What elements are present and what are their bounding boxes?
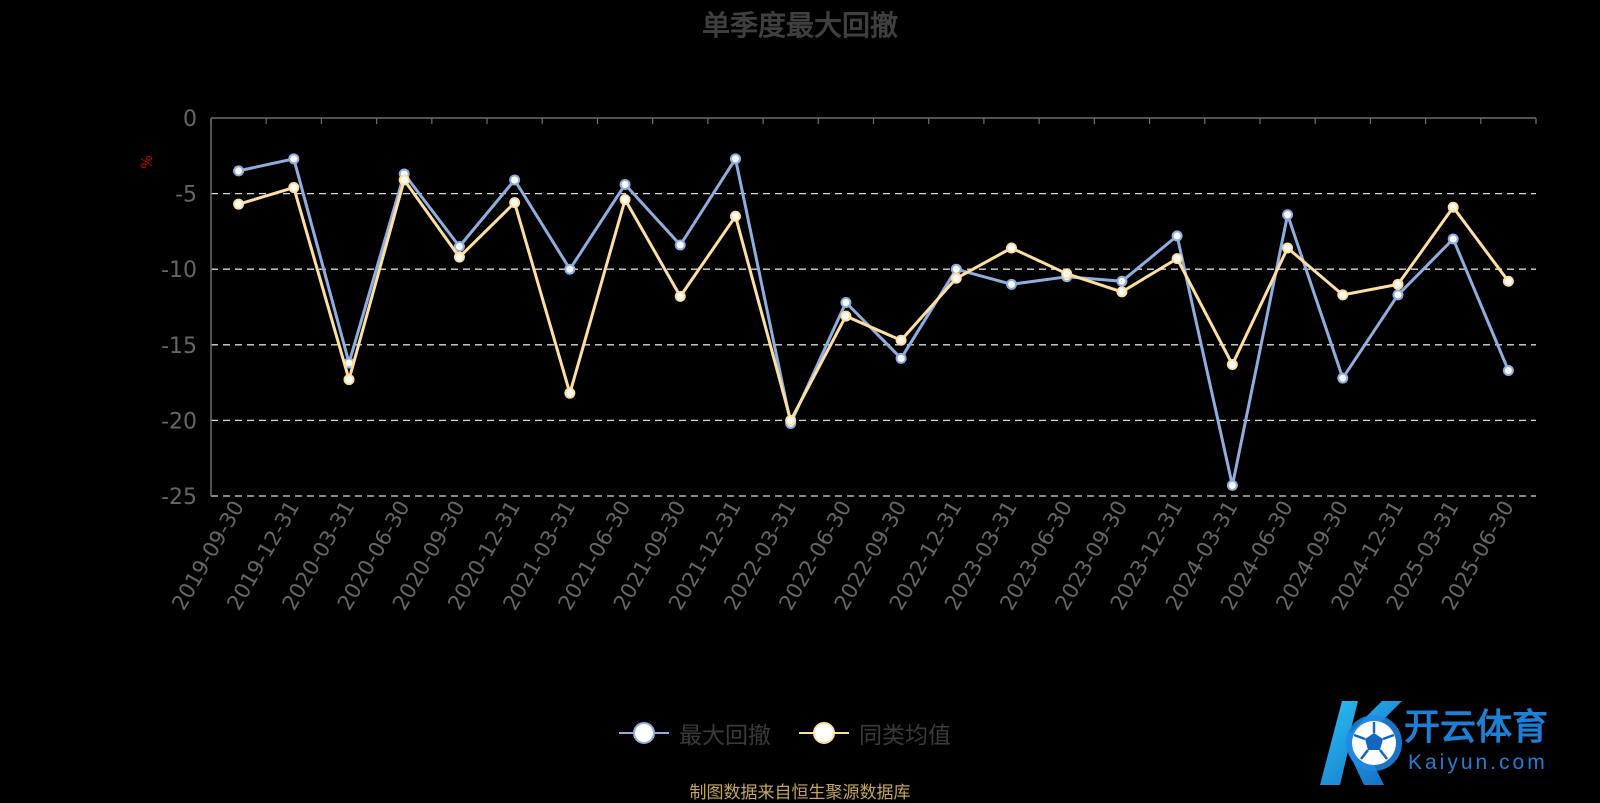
data-point-series-2 bbox=[1337, 289, 1349, 301]
data-point-series-1 bbox=[950, 263, 962, 275]
data-point-series-2 bbox=[1061, 268, 1073, 280]
data-point-series-2 bbox=[1116, 286, 1128, 298]
data-point-series-1 bbox=[895, 352, 907, 364]
data-point-series-2 bbox=[1282, 242, 1294, 254]
legend-item-series-2[interactable]: 同类均值 bbox=[799, 716, 951, 750]
data-point-series-2 bbox=[1502, 275, 1514, 287]
data-point-series-2 bbox=[950, 272, 962, 284]
chart-title: 单季度最大回撤 bbox=[701, 9, 898, 42]
y-tick-label: 0 bbox=[183, 107, 197, 132]
y-axis-unit: % bbox=[138, 155, 156, 169]
data-point-series-2 bbox=[1392, 278, 1404, 290]
series-line-2 bbox=[238, 178, 1510, 422]
data-point-series-2 bbox=[233, 198, 245, 210]
data-point-series-1 bbox=[1226, 479, 1238, 491]
data-point-series-2 bbox=[564, 387, 576, 399]
data-point-series-1 bbox=[1116, 275, 1128, 287]
legend-item-series-1[interactable]: 最大回撤 bbox=[619, 716, 771, 750]
data-point-series-1 bbox=[233, 165, 245, 177]
data-point-series-2 bbox=[288, 182, 300, 194]
y-tick-label: -15 bbox=[161, 334, 197, 359]
data-point-series-1 bbox=[1282, 209, 1294, 221]
data-point-series-1 bbox=[619, 179, 631, 191]
data-point-series-2 bbox=[674, 290, 686, 302]
legend-swatch-series-2 bbox=[799, 722, 849, 744]
data-point-series-2 bbox=[1006, 242, 1018, 254]
data-point-series-2 bbox=[509, 197, 521, 209]
series-line-1 bbox=[238, 157, 1510, 487]
source-note: 制图数据来自恒生聚源数据库 bbox=[689, 783, 911, 803]
data-point-series-2 bbox=[785, 414, 797, 426]
soccer-ball-k-logo-icon bbox=[1320, 701, 1402, 785]
data-point-series-1 bbox=[564, 263, 576, 275]
data-point-series-1 bbox=[453, 241, 465, 253]
legend-swatch-series-1 bbox=[619, 722, 669, 744]
data-point-series-2 bbox=[343, 374, 355, 386]
data-point-series-2 bbox=[729, 210, 741, 222]
y-tick-label: -10 bbox=[161, 258, 197, 283]
data-point-series-1 bbox=[1392, 289, 1404, 301]
y-tick-label: -5 bbox=[175, 183, 197, 208]
data-point-series-1 bbox=[1171, 230, 1183, 242]
legend-label-series-2: 同类均值 bbox=[859, 723, 951, 749]
legend-label-series-1: 最大回撤 bbox=[679, 723, 771, 749]
data-point-series-1 bbox=[674, 239, 686, 251]
logo-text-cn: 开云体育 bbox=[1404, 706, 1548, 747]
logo-text-en: Kaiyun.com bbox=[1408, 751, 1548, 774]
y-tick-label: -20 bbox=[161, 409, 197, 434]
data-point-series-1 bbox=[509, 174, 521, 186]
data-point-series-2 bbox=[1226, 358, 1238, 370]
chart-legend: 最大回撤 同类均值 bbox=[0, 716, 1585, 750]
data-point-series-2 bbox=[895, 334, 907, 346]
data-point-series-2 bbox=[840, 310, 852, 322]
data-point-series-1 bbox=[1006, 278, 1018, 290]
data-point-series-1 bbox=[840, 296, 852, 308]
data-point-series-2 bbox=[1171, 253, 1183, 265]
data-point-series-2 bbox=[398, 174, 410, 186]
data-point-series-2 bbox=[1447, 201, 1459, 213]
data-point-series-1 bbox=[729, 153, 741, 165]
data-point-series-2 bbox=[453, 251, 465, 263]
y-tick-label: -25 bbox=[161, 485, 197, 510]
data-point-series-1 bbox=[1337, 372, 1349, 384]
data-point-series-1 bbox=[288, 153, 300, 165]
data-point-series-2 bbox=[619, 194, 631, 206]
data-point-series-1 bbox=[1447, 233, 1459, 245]
kaiyun-logo: 开云体育 Kaiyun.com bbox=[1320, 701, 1548, 785]
data-point-series-1 bbox=[1502, 365, 1514, 377]
